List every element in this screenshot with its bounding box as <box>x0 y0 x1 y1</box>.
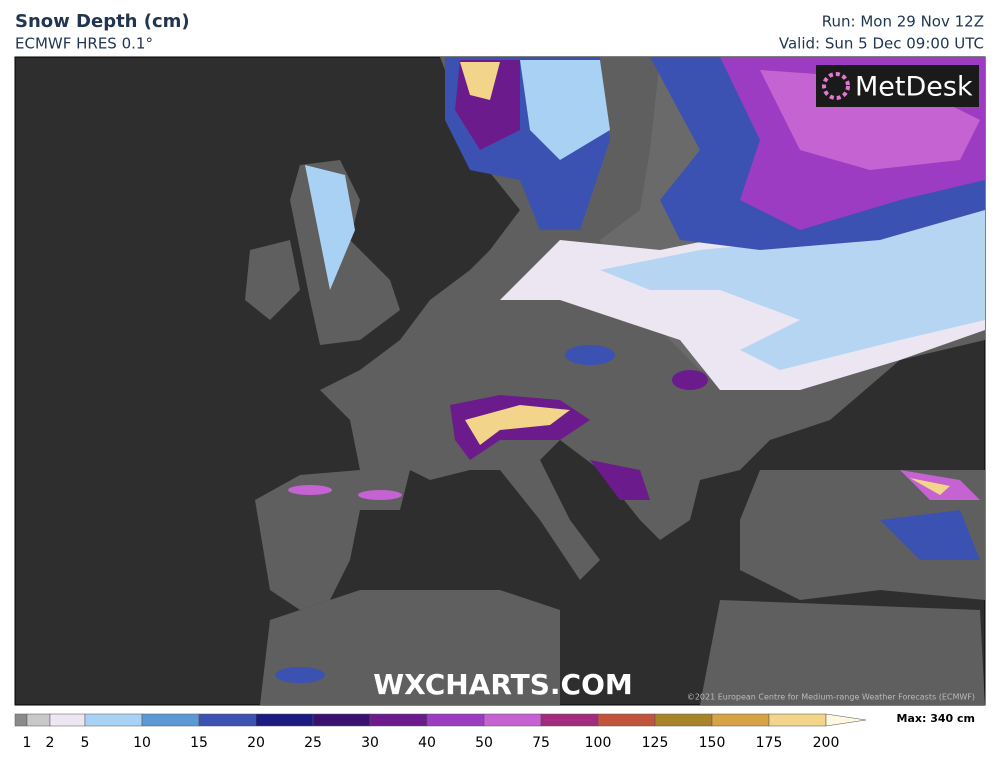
map: MetDesk WXCHARTS.COM ©2021 European Cent… <box>14 56 986 706</box>
colorbar-segment <box>312 713 371 727</box>
subtitle: ECMWF HRES 0.1° <box>15 35 153 53</box>
middle-east <box>700 600 985 705</box>
colorbar-segment <box>14 713 28 727</box>
colorbar: 1 2 5 10 15 20 25 30 40 50 75 100 125 150 175 200 <box>14 713 867 751</box>
title: Snow Depth (cm) <box>15 11 190 32</box>
colorbar-label: 10 <box>133 735 151 751</box>
logo-box <box>816 65 979 107</box>
colorbar-segment <box>141 713 200 727</box>
turkey <box>740 470 985 600</box>
colorbar-segment <box>426 713 485 727</box>
copyright: ©2021 European Centre for Medium-range W… <box>687 693 975 702</box>
colorbar-label: 150 <box>699 735 726 751</box>
colorbar-label: 1 <box>23 735 32 751</box>
colorbar-label: 200 <box>813 735 840 751</box>
logo-icon <box>822 72 850 100</box>
run: Run: Mon 29 Nov 12Z <box>822 13 984 31</box>
logo: MetDesk <box>855 72 973 103</box>
colorbar-segment <box>597 713 656 727</box>
colorbar-label: 30 <box>361 735 379 751</box>
colorbar-segment <box>768 713 827 727</box>
colorbar-segment <box>198 713 257 727</box>
valid: Valid: Sun 5 Dec 09:00 UTC <box>779 35 984 53</box>
snow <box>275 57 985 683</box>
colorbar-label: 125 <box>642 735 669 751</box>
colorbar-segment <box>255 713 314 727</box>
max-label: Max: 340 cm <box>897 712 975 725</box>
colorbar-label: 50 <box>475 735 493 751</box>
colorbar-segment <box>711 713 770 727</box>
colorbar-label: 75 <box>532 735 550 751</box>
colorbar-label: 40 <box>418 735 436 751</box>
colorbar-label: 15 <box>190 735 208 751</box>
colorbar-segment <box>26 713 51 727</box>
colorbar-label: 20 <box>247 735 265 751</box>
colorbar-segment <box>84 713 143 727</box>
colorbar-segment <box>654 713 713 727</box>
ireland <box>245 240 300 320</box>
colorbar-label: 100 <box>585 735 612 751</box>
colorbar-segment <box>483 713 542 727</box>
colorbar-label: 25 <box>304 735 322 751</box>
watermark: WXCHARTS.COM <box>373 668 633 701</box>
colorbar-segment <box>369 713 428 727</box>
colorbar-segment <box>540 713 599 727</box>
colorbar-label: 175 <box>756 735 783 751</box>
colorbar-label: 2 <box>46 735 55 751</box>
africa <box>260 590 560 705</box>
colorbar-label: 5 <box>81 735 90 751</box>
colorbar-arrow <box>825 713 867 727</box>
colorbar-segment <box>49 713 86 727</box>
